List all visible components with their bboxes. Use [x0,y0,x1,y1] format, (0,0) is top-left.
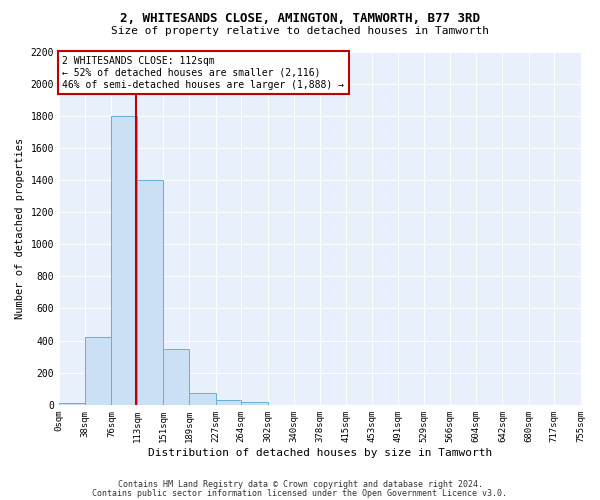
Bar [163,348,190,405]
Bar [85,338,112,405]
Text: 2 WHITESANDS CLOSE: 112sqm
← 52% of detached houses are smaller (2,116)
46% of s: 2 WHITESANDS CLOSE: 112sqm ← 52% of deta… [62,56,344,90]
Bar [190,393,216,405]
Bar [59,403,85,405]
Text: Contains HM Land Registry data © Crown copyright and database right 2024.: Contains HM Land Registry data © Crown c… [118,480,482,489]
X-axis label: Distribution of detached houses by size in Tamworth: Distribution of detached houses by size … [148,448,492,458]
Text: 2, WHITESANDS CLOSE, AMINGTON, TAMWORTH, B77 3RD: 2, WHITESANDS CLOSE, AMINGTON, TAMWORTH,… [120,12,480,26]
Bar [241,402,268,405]
Y-axis label: Number of detached properties: Number of detached properties [15,138,25,319]
Text: Size of property relative to detached houses in Tamworth: Size of property relative to detached ho… [111,26,489,36]
Text: Contains public sector information licensed under the Open Government Licence v3: Contains public sector information licen… [92,489,508,498]
Bar [137,180,163,405]
Bar [216,400,241,405]
Bar [112,116,137,405]
